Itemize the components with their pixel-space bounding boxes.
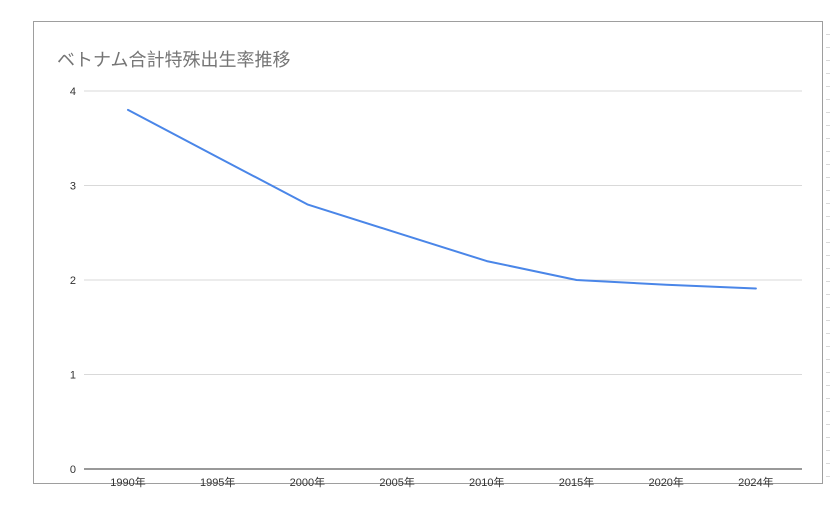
chart-frame [33,21,823,484]
x-tick-label: 2015年 [559,475,594,489]
y-axis-ticks: 0 1 2 3 4 [70,86,76,476]
gridlines [84,90,802,375]
x-tick-label: 2010年 [469,475,504,489]
y-tick-label: 0 [70,464,76,476]
x-tick-label: 2020年 [648,475,683,489]
y-tick-label: 2 [70,275,76,287]
x-axis-ticks: 1990年 1995年 2000年 2005年 2010年 2015年 2020年 2024年 [110,475,773,489]
x-tick-label: 2000年 [290,475,325,489]
window-edge [826,22,830,484]
y-tick-label: 3 [70,181,76,193]
y-tick-label: 4 [70,86,76,98]
y-tick-label: 1 [70,370,76,382]
x-tick-label: 1990年 [110,475,145,489]
x-tick-label: 2024年 [738,475,773,489]
chart-title: ベトナム合計特殊出生率推移 [57,50,291,71]
x-tick-label: 2005年 [379,475,414,489]
x-tick-label: 1995年 [200,475,235,489]
series-line [127,108,757,290]
